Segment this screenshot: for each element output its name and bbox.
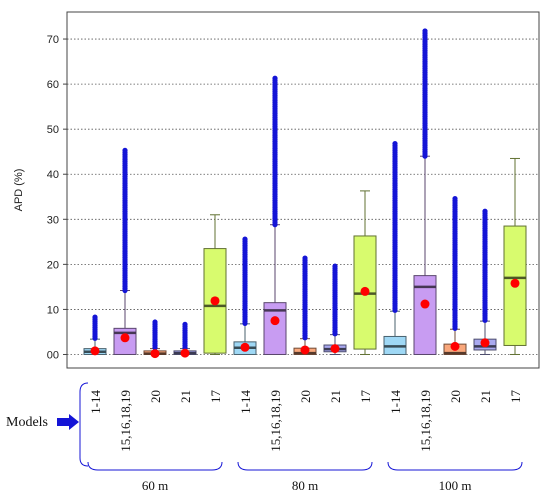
mean-point [90, 346, 100, 356]
category-label: 17 [208, 390, 223, 404]
group-label: 80 m [292, 478, 318, 493]
category-label: 20 [298, 390, 313, 403]
y-tick-label: 10 [47, 304, 59, 316]
outlier-point [452, 195, 458, 202]
mean-point [450, 341, 460, 351]
category-label: 15,16,18,19 [268, 390, 283, 452]
outlier-points [182, 321, 188, 351]
outlier-points [392, 140, 398, 313]
box-body [263, 302, 287, 355]
outlier-point [92, 314, 98, 320]
y-axis: 00 10 20 30 40 50 60 70 [47, 34, 67, 361]
box-17-60m [203, 214, 227, 355]
models-label: Models [6, 415, 48, 430]
mean-point [120, 333, 130, 343]
boxes [83, 28, 527, 359]
y-tick-label: 30 [47, 214, 59, 226]
category-label: 1-14 [88, 390, 103, 414]
group-bracket [237, 461, 373, 471]
models-marker: Models [6, 414, 79, 430]
box-17-80m [353, 190, 377, 355]
outlier-points [332, 263, 338, 337]
category-label: 21 [478, 390, 493, 403]
y-tick-label: 50 [47, 124, 59, 136]
plot-frame [66, 11, 540, 369]
outlier-point [332, 263, 338, 269]
category-label: 17 [358, 390, 373, 404]
category-label: 20 [448, 390, 463, 403]
y-tick-label: 00 [47, 349, 59, 361]
outlier-points [422, 28, 428, 159]
box-15-16-18-19-60m [113, 147, 137, 355]
category-label: 1-14 [388, 390, 403, 414]
box-21-60m [173, 321, 197, 358]
category-labels: 1-14 15,16,18,19 20 21 17 1-14 15,16,18,19 20 21… [88, 390, 523, 452]
y-tick-label: 20 [47, 259, 59, 271]
box-20-60m [143, 319, 167, 359]
outlier-points [92, 314, 98, 341]
outlier-points [152, 319, 158, 351]
box-1-14-80m [233, 236, 257, 355]
outlier-points [302, 255, 308, 341]
outlier-point [242, 236, 248, 242]
y-axis-label: APD (%) [13, 169, 25, 212]
right-arrow-icon [57, 414, 79, 430]
group-brackets: 60 m 80 m 100 m [79, 382, 523, 493]
outlier-point [122, 147, 128, 153]
group-bracket [87, 461, 223, 471]
outlier-point [302, 255, 308, 261]
box-17-100m [503, 157, 527, 355]
outlier-point [392, 140, 398, 147]
y-tick-label: 70 [47, 34, 59, 46]
box-20-100m [443, 195, 467, 355]
category-label: 1-14 [238, 390, 253, 414]
category-label: 15,16,18,19 [418, 390, 433, 452]
mean-point [240, 342, 250, 352]
category-label: 15,16,18,19 [118, 390, 133, 452]
mean-point [420, 299, 430, 309]
outlier-points [122, 147, 128, 294]
group-bracket [387, 461, 523, 471]
mean-point [480, 338, 490, 348]
mean-point [360, 286, 370, 296]
outlier-points [242, 236, 248, 326]
outlier-point [182, 321, 188, 327]
mean-point [510, 278, 520, 288]
mean-point [270, 316, 280, 326]
outlier-point [152, 319, 158, 325]
outlier-points [482, 208, 488, 323]
box-1-14-60m [83, 314, 107, 356]
mean-point [330, 344, 340, 354]
outlier-points [272, 75, 278, 228]
box-1-14-100m [383, 140, 407, 355]
models-bracket [79, 382, 89, 467]
y-tick-label: 60 [47, 79, 59, 91]
category-label: 20 [148, 390, 163, 403]
box-body [413, 275, 437, 355]
group-label: 100 m [439, 478, 472, 493]
outlier-point [482, 208, 488, 214]
mean-point [210, 296, 220, 306]
mean-point [150, 349, 160, 359]
box-21-100m [473, 208, 497, 355]
group-label: 60 m [142, 478, 168, 493]
box-20-80m [293, 255, 317, 355]
outlier-point [272, 75, 278, 81]
mean-point [180, 348, 190, 358]
mean-point [300, 345, 310, 355]
category-label: 17 [508, 390, 523, 404]
category-label: 21 [178, 390, 193, 403]
category-label: 21 [328, 390, 343, 403]
box-21-80m [323, 263, 347, 355]
box-15-16-18-19-100m [413, 28, 437, 355]
outlier-point [422, 28, 428, 34]
outlier-points [452, 195, 458, 331]
y-tick-label: 40 [47, 169, 59, 181]
box-15-16-18-19-80m [263, 75, 287, 355]
